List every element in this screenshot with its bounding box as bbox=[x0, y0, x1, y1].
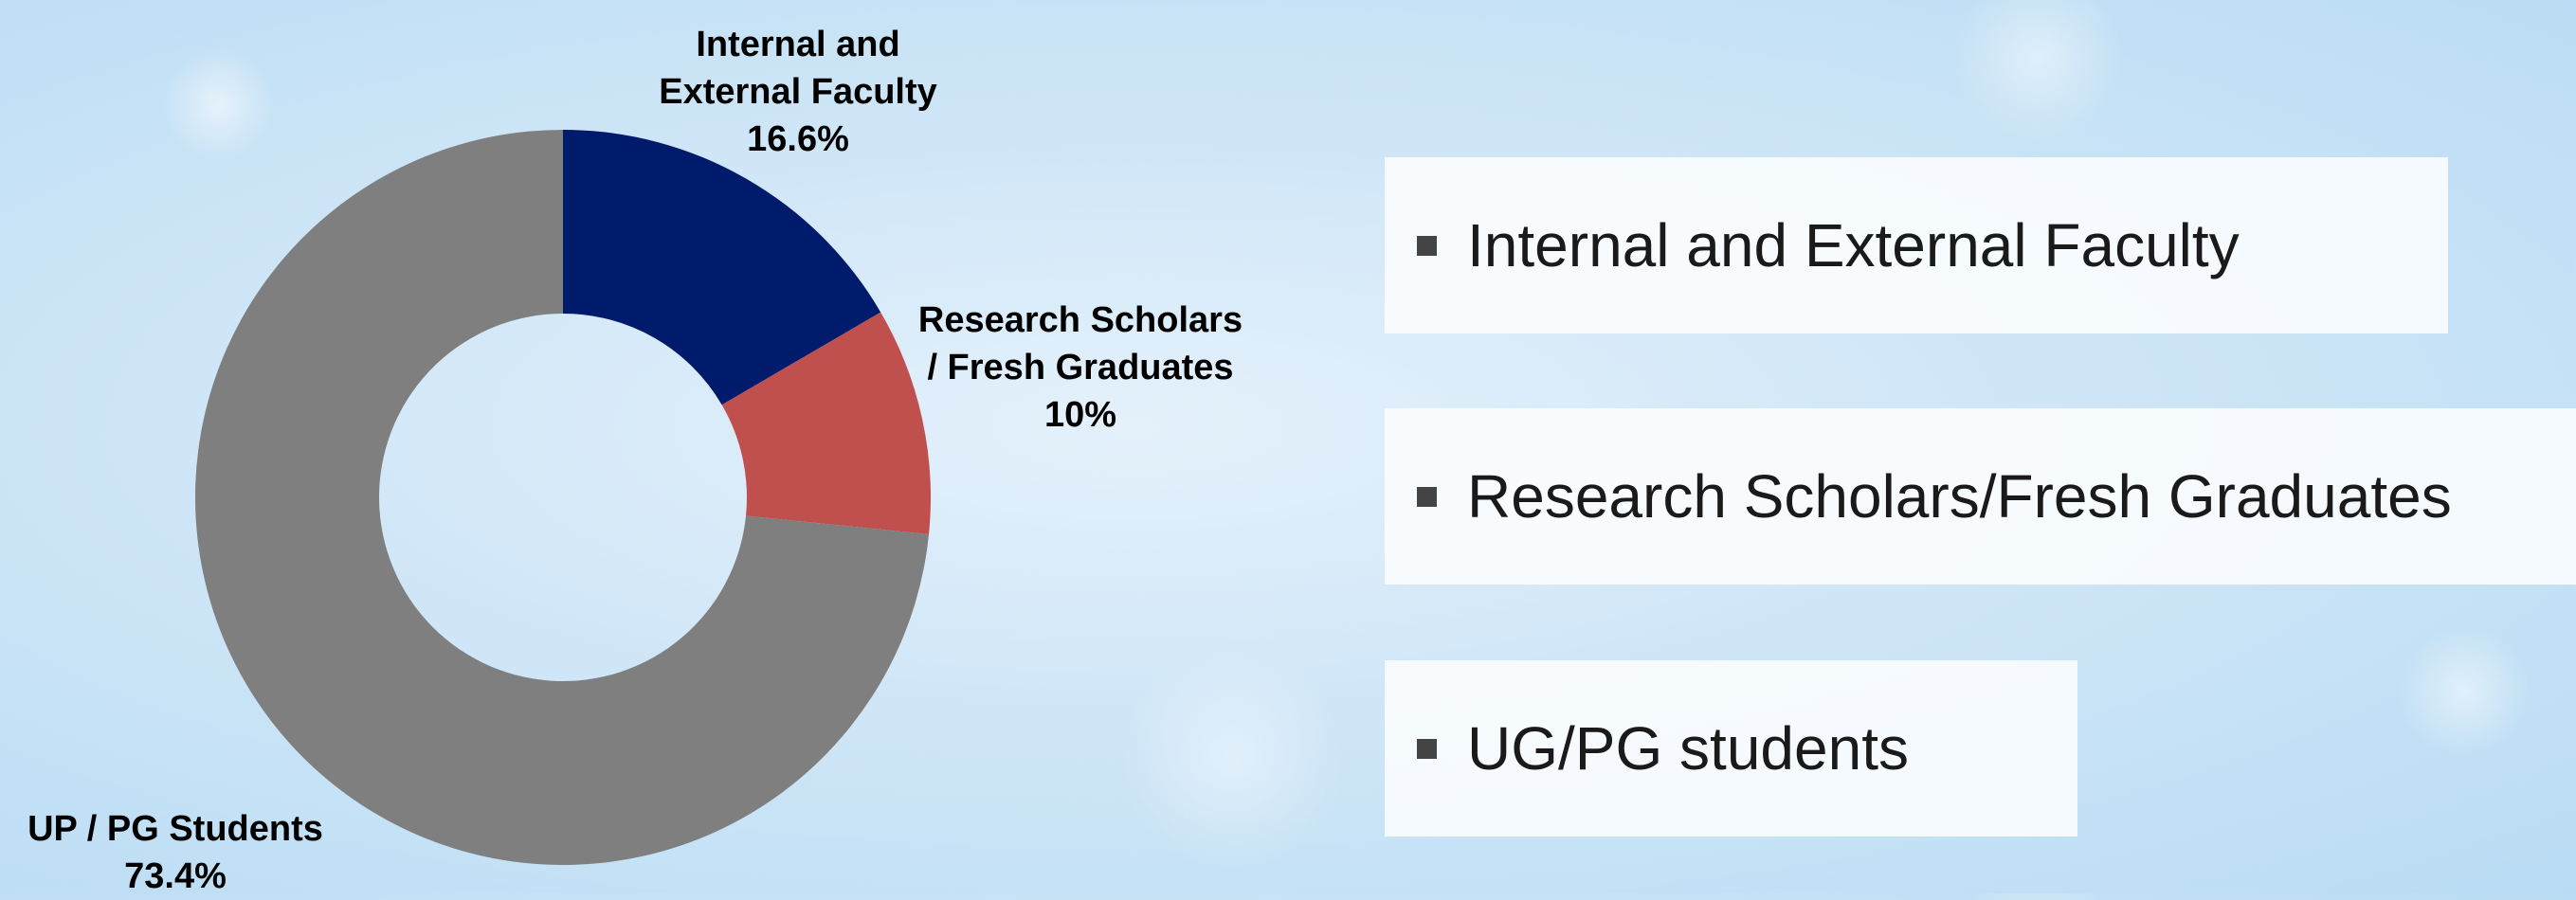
legend-item: UG/PG students bbox=[1385, 660, 2077, 837]
data-label-name: UP / PG Students bbox=[27, 809, 323, 849]
legend-item: Research Scholars/Fresh Graduates bbox=[1385, 408, 2576, 585]
legend-marker bbox=[1417, 738, 1437, 759]
legend-marker bbox=[1417, 486, 1437, 507]
data-label-name: Research Scholars / Fresh Graduates bbox=[917, 300, 1243, 387]
legend-text: Research Scholars/Fresh Graduates bbox=[1467, 462, 2452, 531]
data-label-value: 10% bbox=[1043, 395, 1117, 435]
chart bbox=[195, 130, 932, 865]
data-label: Research Scholars / Fresh Graduates 10% bbox=[917, 297, 1244, 439]
data-label: UP / PG Students 73.4% bbox=[0, 805, 374, 900]
data-label-value: 73.4% bbox=[124, 856, 227, 896]
donut-slice bbox=[563, 130, 881, 405]
legend-item: Internal and External Faculty bbox=[1385, 157, 2448, 333]
legend-text: Internal and External Faculty bbox=[1467, 211, 2240, 279]
data-label-name: Internal and External Faculty bbox=[659, 25, 937, 112]
data-label-value: 16.6% bbox=[747, 119, 849, 159]
donut-slice bbox=[721, 312, 932, 534]
legend-text: UG/PG students bbox=[1467, 714, 1909, 783]
legend-marker bbox=[1417, 235, 1437, 256]
data-label: Internal and External Faculty 16.6% bbox=[635, 21, 962, 163]
donut-slice bbox=[195, 130, 930, 865]
